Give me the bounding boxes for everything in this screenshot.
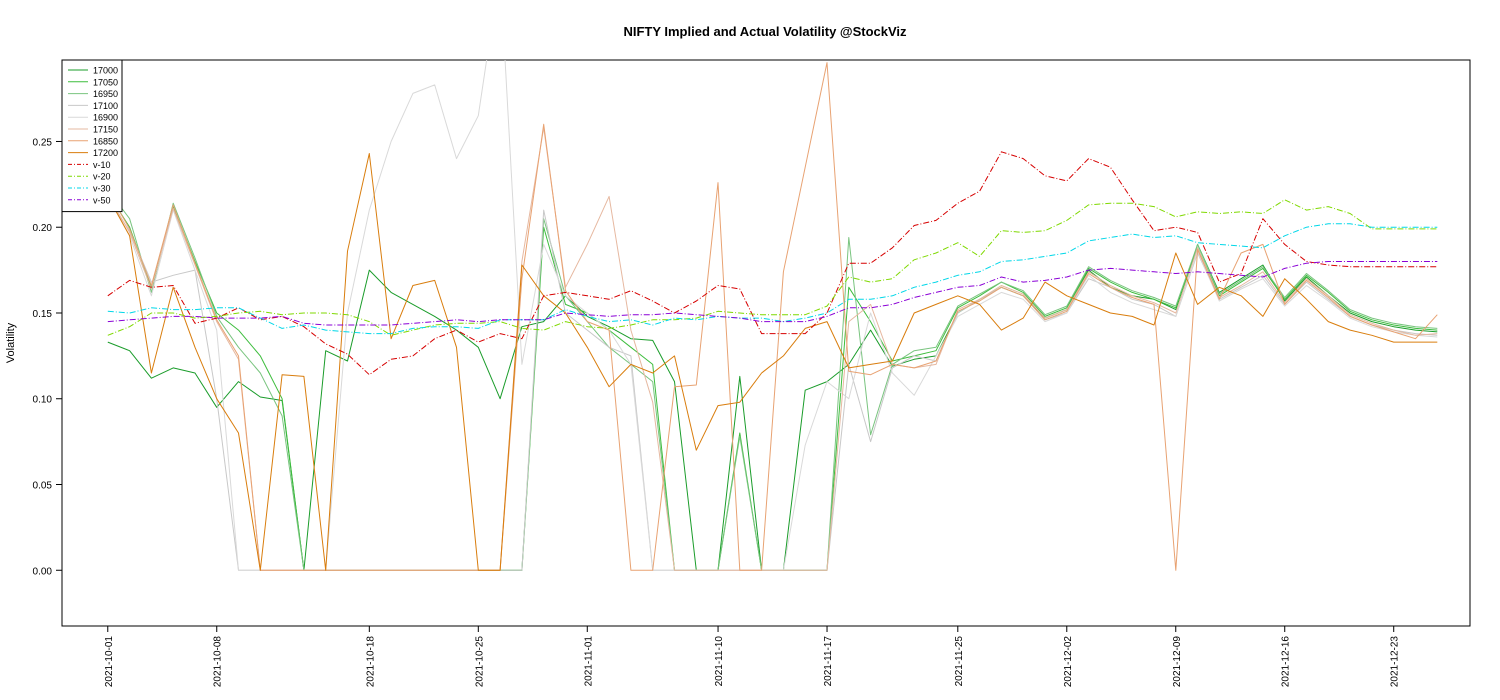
- legend-label: v-30: [93, 184, 111, 194]
- x-tick-label: 2021-11-10: [714, 636, 725, 687]
- series-line-v-50: [107, 261, 1438, 326]
- legend-box: [61, 59, 123, 213]
- y-tick-label: 0.15: [33, 309, 53, 320]
- series-line-17150: [107, 127, 1438, 571]
- x-tick-label: 2021-10-18: [365, 636, 376, 688]
- legend-label: 16850: [93, 136, 118, 146]
- series-line-17200: [107, 153, 1438, 571]
- x-tick-label: 2021-11-25: [954, 636, 965, 687]
- plot-frame: [61, 59, 1471, 627]
- series-line-v-10: [107, 151, 1438, 376]
- y-tick-label: 0.25: [33, 137, 53, 148]
- x-tick-label: 2021-10-25: [474, 636, 485, 688]
- legend-label: 16950: [93, 89, 118, 99]
- y-axis: 0.00 0.05 0.10 0.15 0.20 0.25: [33, 137, 62, 577]
- legend-label: 17200: [93, 148, 118, 158]
- x-tick-label: 2021-12-09: [1172, 636, 1183, 688]
- legend-label: v-10: [93, 160, 111, 170]
- legend-label: 16900: [93, 113, 118, 123]
- y-tick-label: 0.20: [33, 223, 53, 234]
- legend-label: 17050: [93, 77, 118, 87]
- legend-label: v-20: [93, 172, 111, 182]
- series-line-16950: [107, 189, 1438, 571]
- x-tick-label: 2021-11-17: [823, 636, 834, 687]
- legend-label: v-50: [93, 195, 111, 205]
- series-line-v-30: [107, 223, 1438, 335]
- y-tick-label: 0.00: [33, 566, 53, 577]
- series-line-17100: [107, 199, 1438, 571]
- series-line-16900: [107, 60, 1438, 571]
- y-axis-label: Volatility: [5, 322, 17, 363]
- legend-label: 17000: [93, 66, 118, 76]
- y-tick-label: 0.05: [33, 481, 53, 492]
- x-tick-label: 2021-12-16: [1281, 636, 1292, 688]
- x-tick-label: 2021-10-08: [213, 636, 224, 688]
- legend-label: 17150: [93, 125, 118, 135]
- x-tick-label: 2021-10-01: [104, 636, 115, 688]
- series-line-16850: [107, 62, 1438, 571]
- series-line-17050: [107, 192, 1438, 571]
- x-tick-label: 2021-12-02: [1063, 636, 1074, 688]
- chart-title: NIFTY Implied and Actual Volatility @Sto…: [623, 24, 907, 39]
- series-line-v-20: [107, 199, 1438, 336]
- x-tick-label: 2021-12-23: [1390, 636, 1401, 688]
- series-layer: [107, 60, 1438, 571]
- y-tick-label: 0.10: [33, 395, 53, 406]
- x-tick-label: 2021-11-01: [583, 636, 594, 687]
- legend-label: 17100: [93, 101, 118, 111]
- x-axis: 2021-10-01 2021-10-08 2021-10-18 2021-10-25…: [104, 626, 1401, 687]
